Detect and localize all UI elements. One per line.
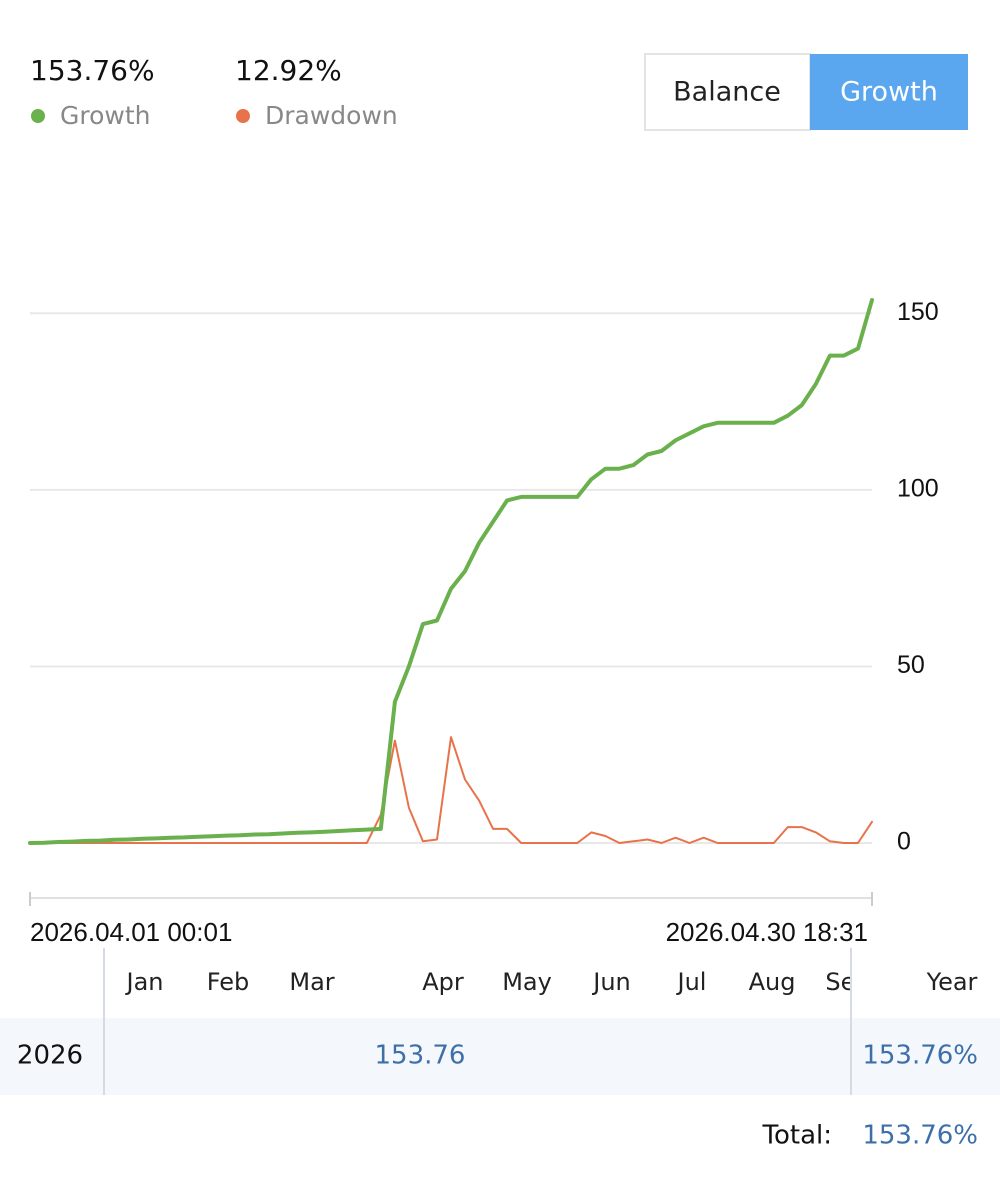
month-header: Sep (825, 968, 870, 996)
month-header: Jul (676, 968, 707, 996)
button-label[interactable]: Balance (673, 77, 781, 108)
legend-dot (236, 109, 250, 123)
month-header: Jun (591, 968, 631, 996)
series-line (29, 736, 873, 844)
table-row-bg (0, 1018, 1000, 1095)
month-headers: Jan Feb Mar Apr May Jun Jul Aug Sep (125, 968, 870, 996)
series-line (28, 298, 874, 845)
y-tick-label: 50 (897, 651, 925, 679)
x-label: 2026.04.30 18:31 (666, 917, 868, 947)
stat-label: Growth (60, 101, 151, 130)
x-label: 2026.04.01 00:01 (30, 917, 232, 947)
total-label: Total: (762, 1121, 832, 1151)
month-header: Feb (207, 968, 250, 996)
growth-button[interactable] (810, 54, 968, 130)
total-value: 153.76% (862, 1121, 978, 1151)
y-tick-label: 0 (897, 828, 911, 856)
month-header: Mar (289, 968, 334, 996)
y-tick-label: 100 (897, 474, 939, 502)
row-year: 2026 (17, 1041, 83, 1071)
button-label[interactable]: Growth (840, 77, 938, 108)
month-header: May (502, 968, 552, 996)
row-value: 153.76 (375, 1041, 466, 1071)
stat-value: 153.76% (30, 54, 155, 87)
row-total: 153.76% (862, 1041, 978, 1071)
month-header: Aug (749, 968, 796, 996)
year-header: Year (926, 968, 978, 996)
legend-dot (31, 109, 45, 123)
balance-button[interactable] (644, 53, 811, 131)
stat-value: 12.92% (235, 54, 342, 87)
month-header: Apr (422, 968, 464, 996)
month-header: Jan (125, 968, 164, 996)
stat-label: Drawdown (265, 101, 398, 130)
y-tick-label: 150 (897, 298, 939, 326)
